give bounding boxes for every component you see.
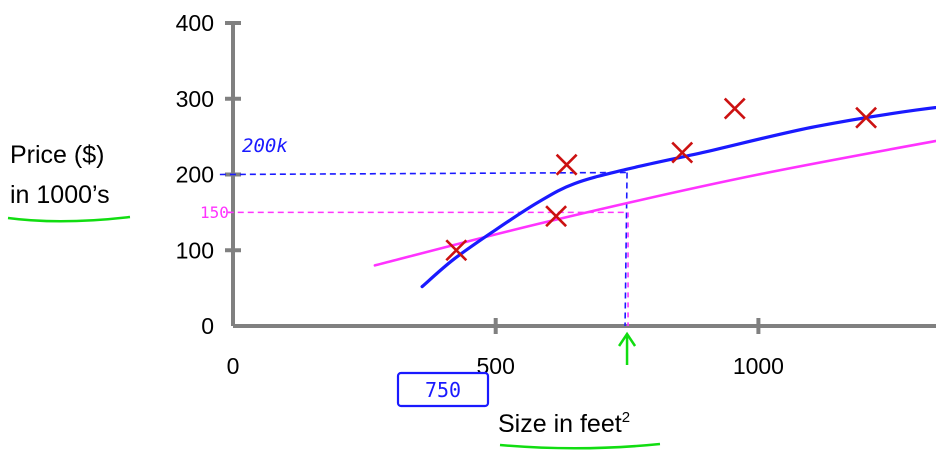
y-tick-label: 0 xyxy=(201,313,214,339)
annotation-750-box xyxy=(396,371,490,408)
data-point-stroke xyxy=(723,97,746,120)
fit-curves xyxy=(373,105,936,289)
data-point-stroke xyxy=(671,141,694,164)
data-point xyxy=(855,106,878,129)
y-tick-label: 100 xyxy=(176,237,214,263)
data-points xyxy=(445,97,878,262)
data-point xyxy=(445,239,468,262)
data-point-stroke xyxy=(555,153,578,176)
y-tick-label: 400 xyxy=(176,10,214,36)
x-axis-title-text: Size in feet xyxy=(498,410,622,438)
y-axis-title-line1: Price ($) xyxy=(10,141,104,169)
data-point xyxy=(555,153,578,176)
y-axis-title-line2: in 1000’s xyxy=(10,181,110,209)
x-axis-title: Size in feet2 xyxy=(498,409,630,438)
data-point xyxy=(545,205,568,228)
curved-fit-line xyxy=(420,105,936,289)
guide-lines xyxy=(219,171,629,327)
y-tick-label: 200 xyxy=(176,162,214,188)
blue-guide-horizontal xyxy=(219,171,628,176)
annotation-150: 150 xyxy=(200,203,229,222)
data-point-stroke xyxy=(855,106,878,129)
x-tick-label: 500 xyxy=(477,353,515,379)
y-axis-title-underline xyxy=(7,215,131,223)
query-arrow-head xyxy=(618,331,637,347)
x-tick-label: 1000 xyxy=(733,353,784,379)
x-axis-title-underline xyxy=(499,442,661,450)
x-tick-label: 0 xyxy=(227,353,240,379)
data-point xyxy=(671,141,694,164)
linear-fit-line xyxy=(373,139,936,267)
data-point xyxy=(723,97,746,120)
data-point-stroke xyxy=(445,239,468,262)
data-point-stroke xyxy=(545,205,568,228)
axes: 050010001500200025000100200300400 xyxy=(176,10,936,379)
x-axis-title-superscript: 2 xyxy=(622,409,630,426)
annotation-750: 750 xyxy=(425,378,461,402)
annotation-200k: 200k xyxy=(242,135,288,157)
y-tick-label: 300 xyxy=(176,86,214,112)
handwritten-annotations: 200k 150 750 xyxy=(200,135,637,408)
blue-guide-vertical xyxy=(624,172,628,327)
